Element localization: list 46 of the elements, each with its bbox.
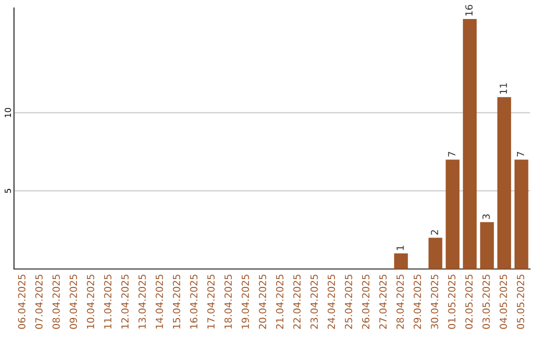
x-tick-label: 09.04.2025 — [70, 274, 78, 329]
data-label: 11 — [500, 83, 507, 94]
x-tick-label: 14.04.2025 — [156, 274, 164, 328]
x-tick-label: 11.04.2025 — [104, 274, 112, 328]
x-tick-label: 12.04.2025 — [121, 274, 129, 328]
x-tick-label: 10.04.2025 — [86, 274, 94, 328]
x-tick-label: 28.04.2025 — [396, 274, 404, 329]
x-tick-label: 05.05.2025 — [516, 274, 524, 329]
x-tick-label: 30.04.2025 — [430, 274, 438, 329]
x-tick-label: 29.04.2025 — [414, 274, 422, 329]
data-label: 7 — [516, 152, 524, 156]
x-tick-label: 24.04.2025 — [328, 274, 336, 329]
x-tick-label: 21.04.2025 — [276, 274, 284, 329]
data-label: 2 — [430, 230, 438, 235]
y-tick-label: 10 — [4, 108, 11, 118]
bar — [497, 97, 512, 269]
x-tick-label: 08.04.2025 — [52, 274, 60, 329]
bar — [428, 238, 442, 269]
x-tick-label: 06.04.2025 — [18, 274, 26, 329]
x-tick-label: 19.04.2025 — [242, 274, 250, 328]
data-label: 7 — [448, 152, 456, 156]
bar — [446, 160, 460, 269]
x-tick-label: 27.04.2025 — [379, 274, 387, 329]
bar — [462, 18, 477, 269]
x-tick-label: 15.04.2025 — [172, 274, 180, 328]
bar — [480, 222, 494, 269]
bar — [394, 253, 408, 269]
x-tick-label: 02.05.2025 — [465, 274, 473, 329]
x-tick-label: 04.05.2025 — [500, 274, 508, 329]
bar — [514, 160, 528, 269]
x-tick-label: 01.05.2025 — [448, 274, 456, 329]
y-tick-label: 5 — [4, 188, 11, 193]
data-label: 16 — [465, 4, 473, 16]
x-tick-label: 22.04.2025 — [293, 274, 301, 329]
x-tick-label: 03.05.2025 — [482, 274, 490, 329]
x-tick-label: 13.04.2025 — [138, 274, 146, 328]
x-tick-label: 07.04.2025 — [35, 274, 43, 329]
x-tick-label: 18.04.2025 — [224, 274, 232, 328]
x-tick-label: 23.04.2025 — [310, 274, 318, 329]
data-label: 1 — [396, 246, 404, 250]
x-tick-label: 26.04.2025 — [362, 274, 370, 329]
data-label: 3 — [482, 214, 490, 220]
x-tick-label: 16.04.2025 — [190, 274, 198, 328]
x-tick-label: 17.04.2025 — [207, 274, 215, 328]
x-tick-label: 25.04.2025 — [344, 274, 352, 329]
x-tick-label: 20.04.2025 — [258, 274, 266, 329]
